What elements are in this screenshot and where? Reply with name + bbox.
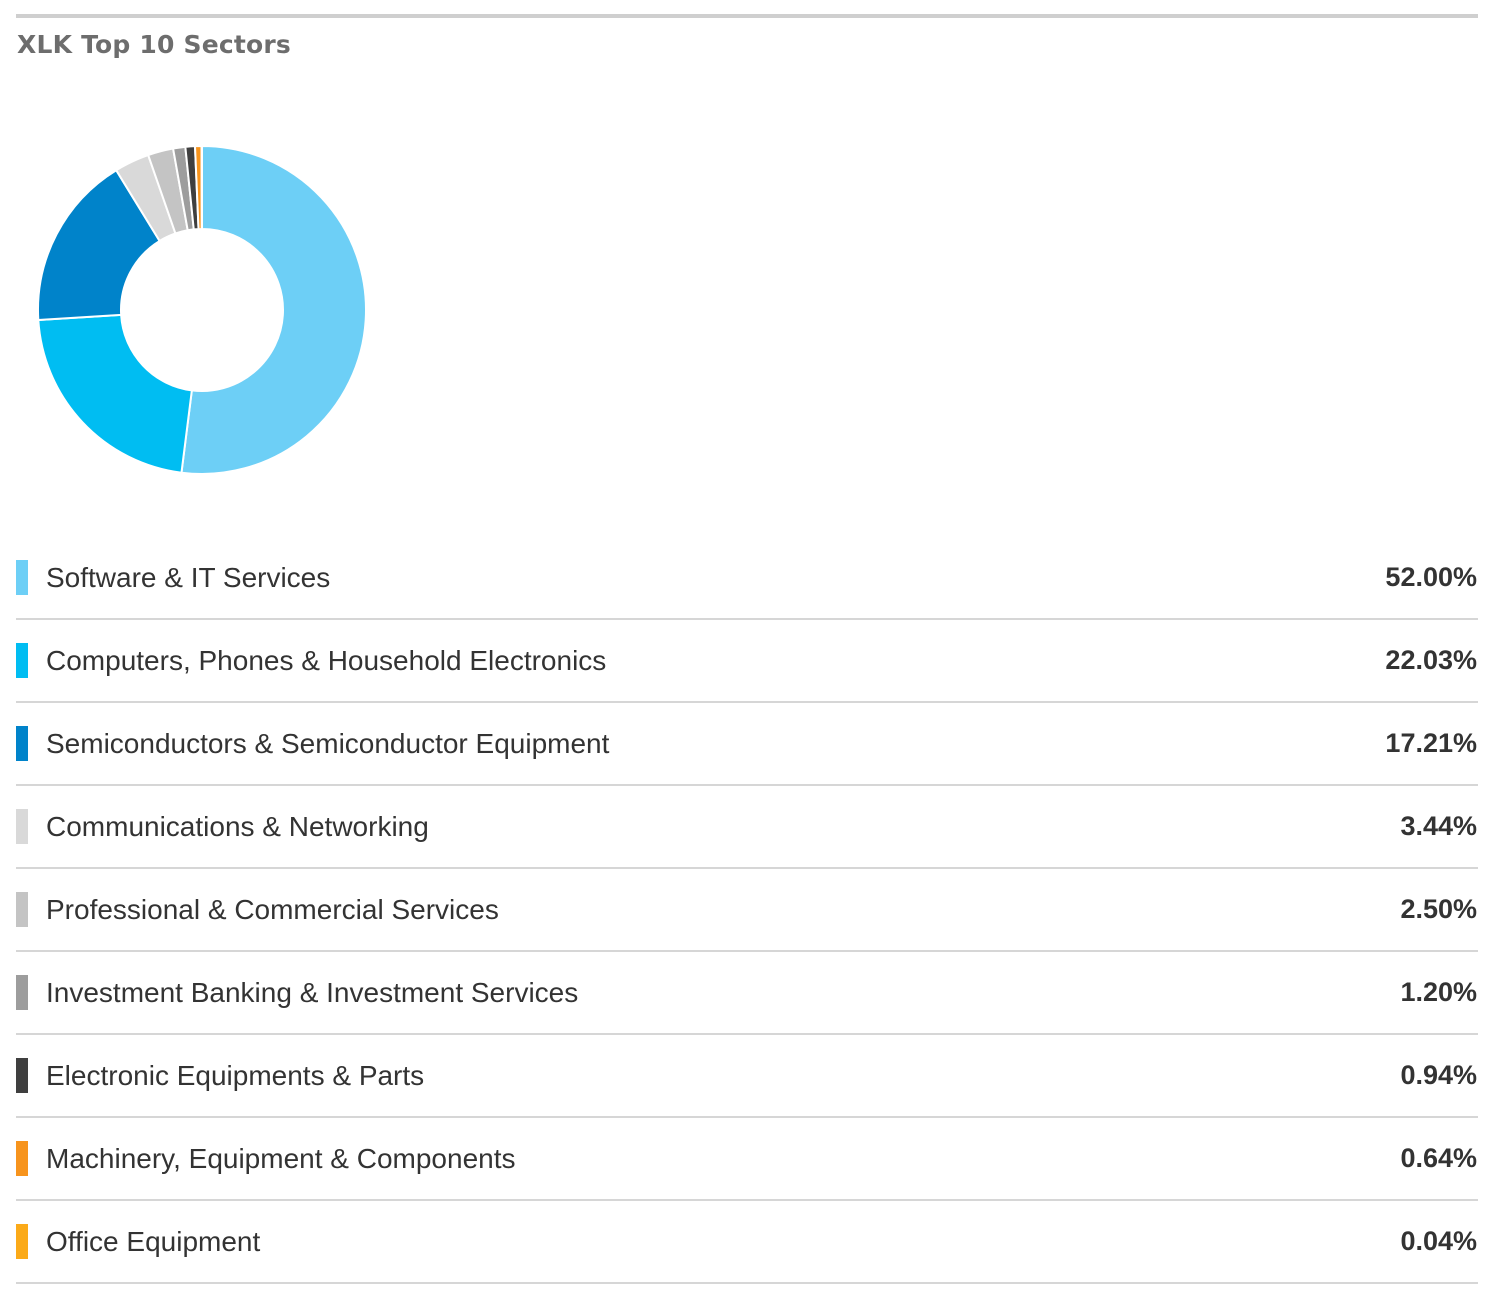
legend: Software & IT Services 52.00% Computers, P…	[16, 537, 1478, 1284]
legend-label: Investment Banking & Investment Services	[46, 977, 579, 1008]
legend-value: 2.50%	[1400, 894, 1477, 924]
legend-swatch	[16, 1224, 28, 1259]
legend-swatch	[16, 892, 28, 927]
legend-row[interactable]: Semiconductors & Semiconductor Equipment…	[16, 703, 1478, 786]
legend-row[interactable]: Professional & Commercial Services 2.50%	[16, 869, 1478, 952]
legend-value: 0.94%	[1400, 1060, 1477, 1090]
chart-title: XLK Top 10 Sectors	[17, 30, 291, 59]
legend-value: 22.03%	[1385, 645, 1477, 675]
legend-label: Electronic Equipments & Parts	[46, 1060, 425, 1091]
donut-slice-1[interactable]	[180, 145, 367, 475]
legend-row[interactable]: Office Equipment 0.04%	[16, 1201, 1478, 1284]
legend-row[interactable]: Machinery, Equipment & Components 0.64%	[16, 1118, 1478, 1201]
legend-value: 52.00%	[1385, 562, 1477, 592]
legend-value: 0.04%	[1400, 1226, 1477, 1256]
donut-slice-2[interactable]	[37, 313, 193, 474]
legend-row[interactable]: Software & IT Services 52.00%	[16, 537, 1478, 620]
legend-label: Professional & Commercial Services	[46, 894, 499, 925]
legend-row[interactable]: Investment Banking & Investment Services…	[16, 952, 1478, 1035]
legend-label: Software & IT Services	[46, 562, 331, 593]
legend-row[interactable]: Computers, Phones & Household Electronic…	[16, 620, 1478, 703]
legend-swatch	[16, 1141, 28, 1176]
donut-slice-3[interactable]	[37, 169, 161, 321]
legend-value: 1.20%	[1400, 977, 1477, 1007]
legend-swatch	[16, 643, 28, 678]
legend-swatch	[16, 726, 28, 761]
legend-row[interactable]: Electronic Equipments & Parts 0.94%	[16, 1035, 1478, 1118]
legend-label: Semiconductors & Semiconductor Equipment	[46, 728, 610, 759]
legend-label: Communications & Networking	[46, 811, 429, 842]
legend-label: Machinery, Equipment & Components	[46, 1143, 516, 1174]
legend-label: Office Equipment	[46, 1226, 261, 1257]
legend-swatch	[16, 809, 28, 844]
donut-chart	[37, 145, 367, 475]
legend-value: 17.21%	[1385, 728, 1477, 758]
legend-swatch	[16, 1058, 28, 1093]
legend-row[interactable]: Communications & Networking 3.44%	[16, 786, 1478, 869]
top-divider	[16, 14, 1478, 18]
legend-swatch	[16, 975, 28, 1010]
legend-value: 0.64%	[1400, 1143, 1477, 1173]
legend-label: Computers, Phones & Household Electronic…	[46, 645, 607, 676]
legend-swatch	[16, 560, 28, 595]
legend-value: 3.44%	[1400, 811, 1477, 841]
